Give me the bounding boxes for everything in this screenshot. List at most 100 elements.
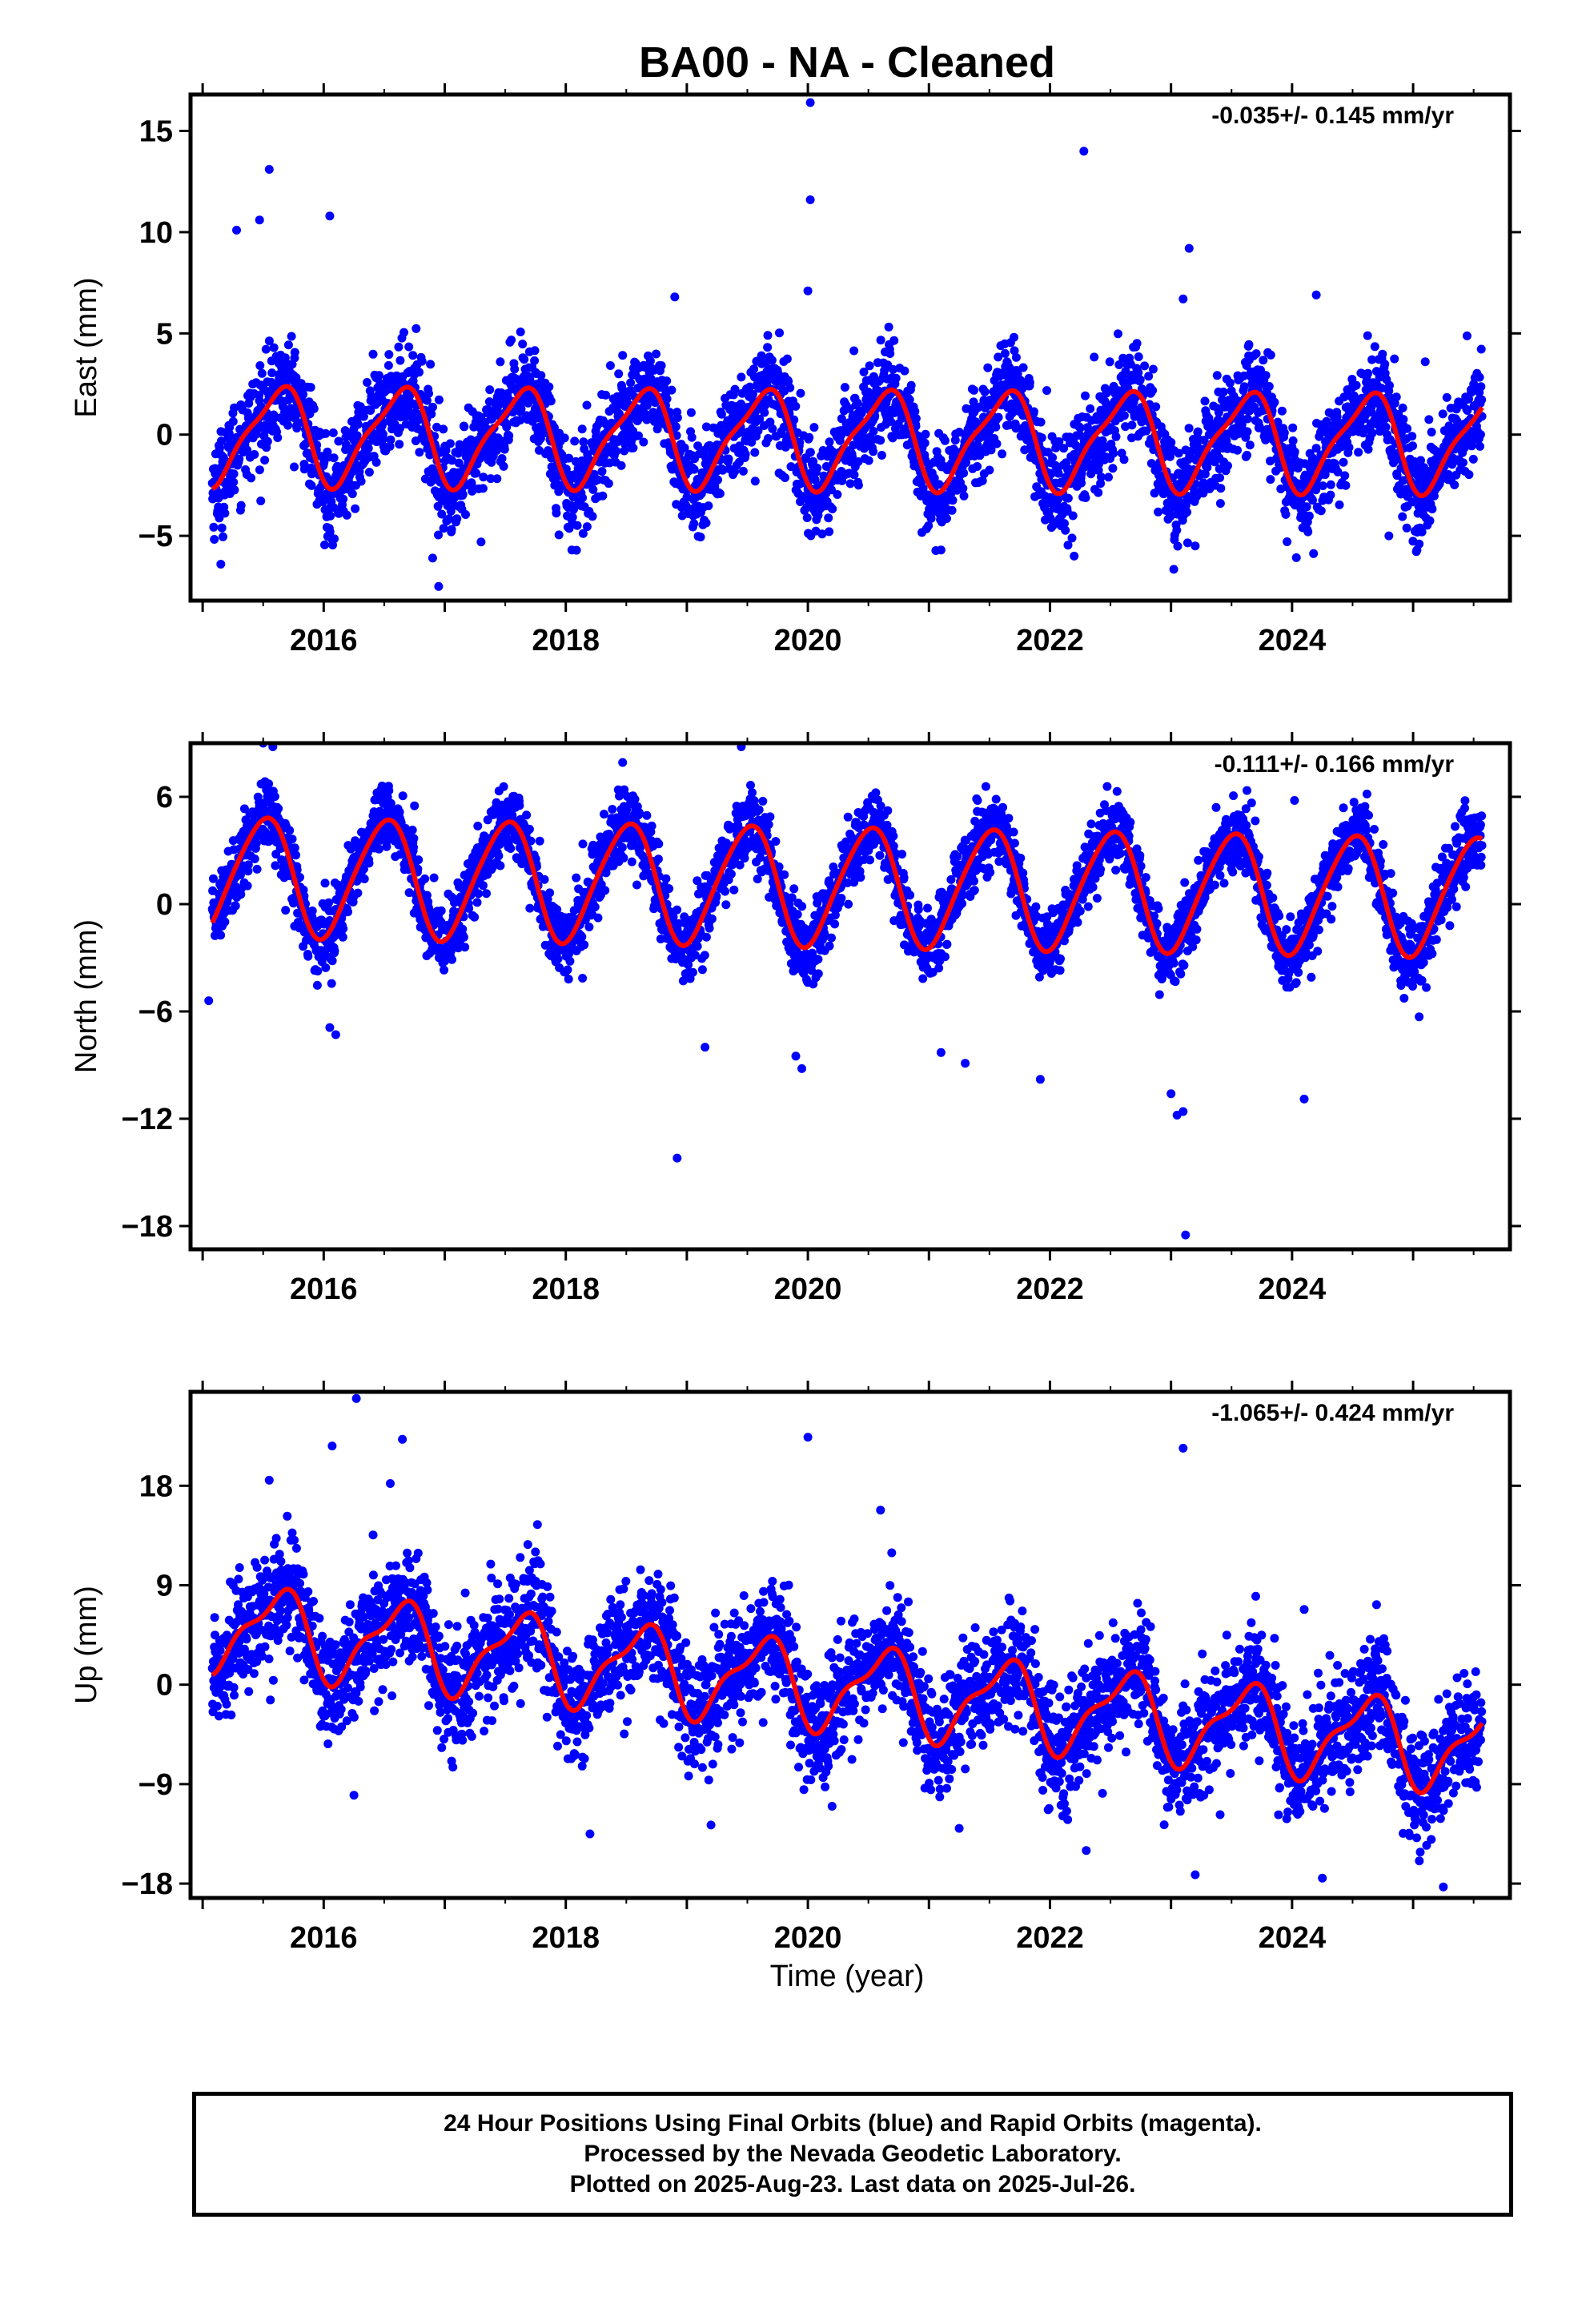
- data-point: [1288, 436, 1298, 445]
- data-point: [760, 408, 769, 417]
- data-point: [1245, 440, 1255, 450]
- data-point: [848, 452, 857, 461]
- data-point: [374, 371, 383, 380]
- data-point: [320, 879, 330, 888]
- data-point: [1011, 352, 1021, 362]
- data-point: [285, 826, 295, 835]
- outlier-point: [325, 211, 335, 221]
- data-point: [299, 390, 308, 399]
- data-point: [448, 456, 456, 465]
- data-point: [693, 441, 703, 451]
- data-point: [534, 445, 544, 455]
- data-point: [374, 844, 383, 854]
- data-point: [440, 965, 449, 975]
- data-point: [1105, 357, 1114, 367]
- data-point: [687, 432, 697, 442]
- data-point: [869, 427, 878, 436]
- data-point: [753, 426, 763, 436]
- data-point: [408, 351, 418, 360]
- data-point: [334, 436, 343, 446]
- data-point: [307, 480, 316, 490]
- data-point: [364, 858, 374, 868]
- data-point: [934, 480, 944, 489]
- data-point: [827, 485, 836, 495]
- data-point: [458, 489, 468, 499]
- data-point: [290, 462, 299, 472]
- data-point: [230, 403, 239, 412]
- outlier-point: [936, 545, 946, 555]
- data-point: [552, 509, 561, 518]
- data-point: [1216, 484, 1226, 493]
- data-point: [326, 511, 335, 521]
- data-point: [1261, 371, 1271, 380]
- data-point: [1344, 443, 1354, 452]
- data-point: [1398, 512, 1407, 521]
- data-point: [1385, 380, 1394, 390]
- data-point: [219, 532, 227, 541]
- data-point: [926, 513, 936, 523]
- data-point: [1244, 340, 1254, 349]
- data-point: [1408, 441, 1417, 451]
- data-point: [817, 529, 827, 539]
- data-point: [889, 336, 899, 345]
- x-tick-label: 2020: [774, 624, 842, 657]
- data-point: [1458, 458, 1468, 468]
- data-point: [506, 844, 516, 853]
- data-point: [209, 522, 219, 532]
- data-point: [864, 456, 873, 465]
- data-point: [877, 451, 886, 460]
- data-point: [228, 416, 238, 426]
- data-point: [460, 943, 470, 952]
- data-point: [1302, 502, 1311, 512]
- data-point: [849, 470, 859, 480]
- data-point: [530, 356, 540, 365]
- outlier-point: [434, 581, 444, 591]
- data-point: [730, 384, 740, 394]
- data-point: [796, 388, 805, 398]
- data-point: [1283, 537, 1292, 546]
- data-point: [422, 396, 432, 405]
- data-point: [1326, 490, 1335, 500]
- data-point: [496, 861, 505, 870]
- data-point: [959, 491, 969, 501]
- data-point: [507, 336, 516, 344]
- data-point: [394, 342, 404, 352]
- data-point: [1266, 475, 1275, 485]
- data-point: [343, 907, 352, 917]
- data-point: [1277, 406, 1287, 416]
- data-point: [767, 356, 777, 365]
- data-point: [478, 484, 488, 493]
- data-point: [1476, 430, 1485, 440]
- data-point: [696, 533, 705, 542]
- data-point: [461, 510, 470, 519]
- data-point: [291, 373, 301, 382]
- data-point: [267, 368, 277, 378]
- data-point: [473, 822, 483, 830]
- data-point: [577, 424, 587, 434]
- data-point: [306, 383, 315, 392]
- data-point: [554, 530, 564, 540]
- data-point: [1309, 549, 1319, 558]
- data-point: [1081, 493, 1090, 502]
- data-point: [930, 473, 939, 483]
- data-point: [437, 509, 447, 519]
- data-point: [261, 344, 271, 354]
- data-point: [210, 535, 219, 544]
- data-point: [689, 464, 699, 474]
- data-point: [1042, 386, 1051, 396]
- data-point: [1068, 511, 1078, 521]
- data-point: [671, 422, 681, 432]
- data-point: [441, 445, 451, 455]
- data-point: [482, 889, 491, 899]
- data-point: [713, 475, 722, 485]
- data-point: [1140, 361, 1150, 371]
- data-point: [886, 416, 896, 426]
- data-point: [1378, 349, 1387, 359]
- data-point: [1476, 382, 1486, 392]
- data-point: [750, 448, 760, 457]
- data-point: [553, 955, 563, 963]
- data-point: [363, 444, 373, 453]
- data-point: [845, 479, 855, 489]
- data-point: [905, 395, 914, 404]
